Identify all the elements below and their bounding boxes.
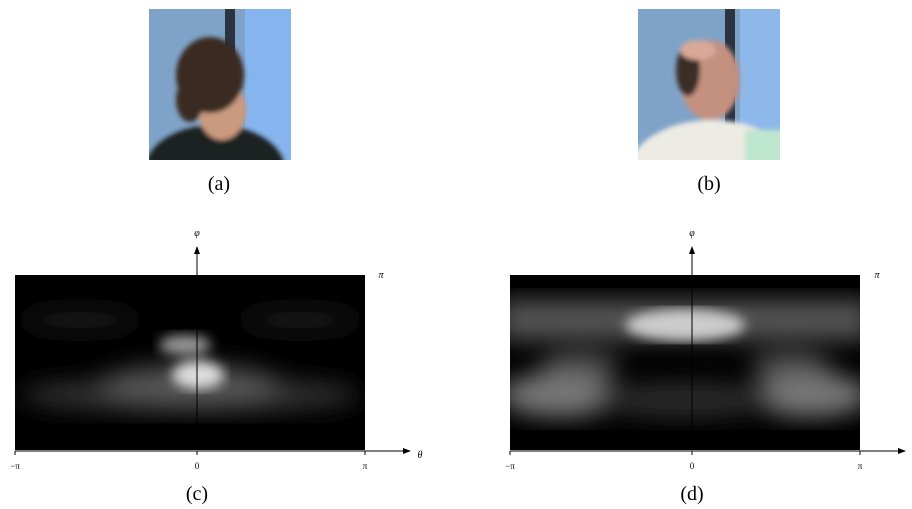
axis-label: φ (689, 228, 695, 239)
photo-b (638, 9, 780, 160)
axis-label: π (874, 270, 880, 281)
tick-label: π (858, 461, 863, 471)
caption: (d) (680, 483, 703, 505)
heatmap-c (15, 275, 365, 450)
caption: (b) (697, 173, 720, 195)
tick-label: 0 (195, 461, 200, 471)
heatmap-d (510, 275, 860, 450)
tick-label: −π (505, 461, 515, 471)
axes-d (509, 246, 906, 455)
tick-label: π (363, 461, 368, 471)
caption: (a) (208, 173, 230, 195)
axis-label: π (378, 270, 384, 281)
tick-label: 0 (690, 461, 695, 471)
axis-label: θ (418, 450, 423, 461)
axis-label: φ (194, 228, 200, 239)
caption: (c) (186, 483, 208, 505)
photo-a (149, 9, 291, 160)
axes-c (14, 246, 411, 455)
tick-label: −π (10, 461, 20, 471)
